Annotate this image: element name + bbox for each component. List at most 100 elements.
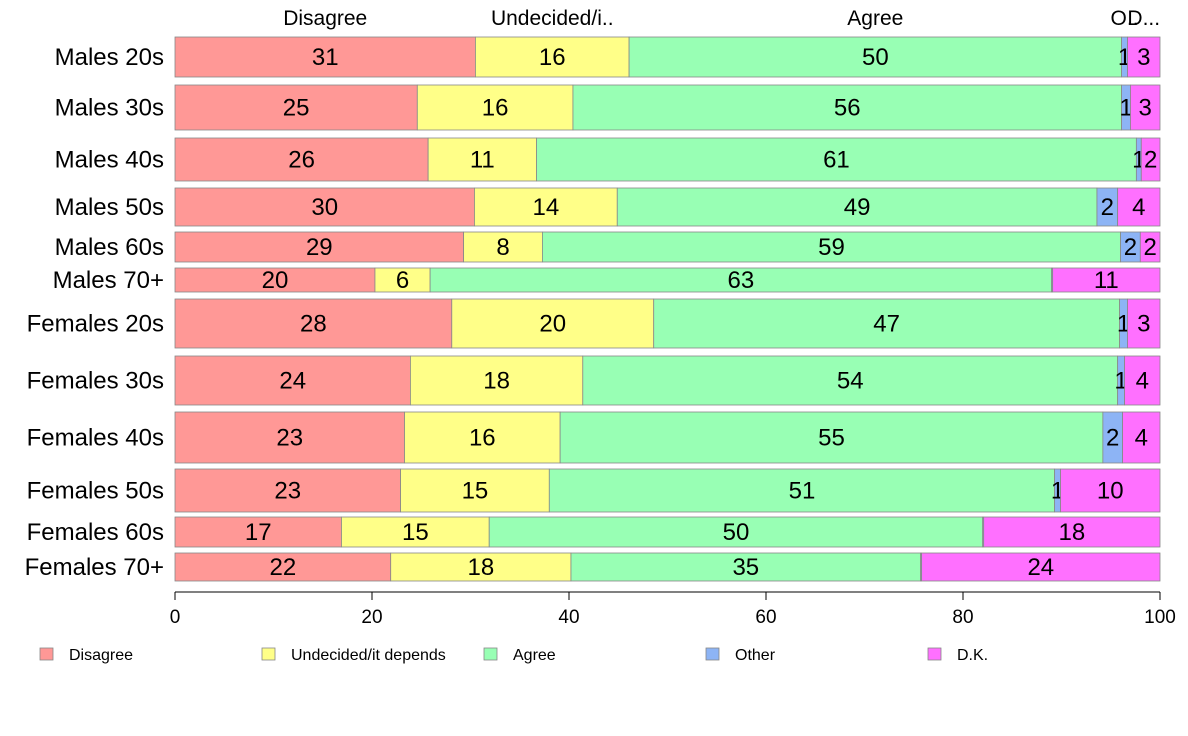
bar-males-30s-d-k [1130, 84, 1161, 131]
row-label: Males 50s [55, 194, 164, 221]
x-tick-label: 20 [361, 607, 382, 628]
data-label: 51 [789, 478, 816, 505]
data-label: 1 [1119, 95, 1132, 122]
x-tick-label: 40 [558, 607, 579, 628]
data-label: 24 [1027, 554, 1054, 581]
data-label: 16 [482, 95, 509, 122]
data-label: 55 [818, 425, 845, 452]
legend-swatch-d-k [927, 647, 942, 661]
column-header: D... [1127, 7, 1160, 30]
data-label: 18 [467, 554, 494, 581]
bar-females-30s-undecided-it-depends [410, 355, 584, 406]
bar-females-20s-d-k [1127, 298, 1161, 349]
data-label: 16 [469, 425, 496, 452]
bar-females-60s-agree [488, 516, 984, 548]
legend-swatch-disagree [39, 647, 54, 661]
data-label: 26 [288, 147, 315, 174]
data-label: 25 [283, 95, 310, 122]
row-label: Females 30s [27, 368, 164, 395]
data-label: 63 [728, 267, 755, 294]
data-label: 56 [834, 95, 861, 122]
bar-males-30s-agree [572, 84, 1122, 131]
bar-females-50s-d-k [1060, 468, 1161, 513]
data-label: 14 [533, 194, 560, 221]
data-label: 47 [873, 311, 900, 338]
bar-males-40s-undecided-it-depends [427, 137, 537, 182]
row-label: Males 70+ [53, 267, 164, 294]
data-label: 8 [496, 234, 509, 261]
x-axis: 0 20 40 60 80 100 [170, 591, 1176, 628]
legend-label-other: Other [735, 647, 776, 664]
bar-females-40s-d-k [1122, 411, 1161, 464]
legend-label-undecided-it-depends: Undecided/it depends [291, 647, 446, 664]
data-label: 2 [1106, 425, 1119, 452]
bar-males-50s-d-k [1117, 187, 1161, 227]
row-label: Males 30s [55, 95, 164, 122]
row-label: Males 20s [55, 44, 164, 71]
data-label: 6 [396, 267, 409, 294]
data-label: 2 [1144, 147, 1157, 174]
data-label: 3 [1139, 95, 1152, 122]
data-label: 4 [1136, 368, 1149, 395]
bar-males-70-agree [429, 267, 1053, 293]
bar-males-40s-d-k [1140, 137, 1161, 182]
data-label: 28 [300, 311, 327, 338]
data-label: 35 [732, 554, 759, 581]
bar-males-60s-undecided-it-depends [463, 231, 543, 263]
data-label: 15 [402, 519, 429, 546]
data-label: 29 [306, 234, 333, 261]
data-label: 4 [1132, 194, 1145, 221]
bar-females-30s-d-k [1124, 355, 1161, 406]
x-tick-label: 60 [755, 607, 776, 628]
bar-females-60s-d-k [983, 516, 1161, 548]
legend-label-disagree: Disagree [69, 647, 133, 664]
column-header: Agree [847, 7, 903, 30]
data-label: 49 [844, 194, 871, 221]
row-label: Females 60s [27, 519, 164, 546]
row-label: Females 70+ [25, 554, 164, 581]
column-header: Undecided/i.. [491, 7, 614, 30]
bar-females-60s-undecided-it-depends [341, 516, 490, 548]
data-label: 22 [270, 554, 297, 581]
bar-females-50s-undecided-it-depends [400, 468, 550, 513]
bar-males-30s-undecided-it-depends [416, 84, 574, 131]
bar-females-30s-agree [582, 355, 1119, 406]
bar-females-20s-undecided-it-depends [451, 298, 655, 349]
row-label: Males 40s [55, 147, 164, 174]
row-labels: Males 20s Males 30s Males 40s Males 50s Male… [25, 44, 164, 581]
bar-females-50s-agree [548, 468, 1056, 513]
bar-females-70-d-k [921, 552, 1161, 582]
data-label: 15 [462, 478, 489, 505]
row-label: Females 20s [27, 311, 164, 338]
column-header: O.. [1111, 7, 1139, 30]
legend-label-d-k: D.K. [957, 647, 988, 664]
data-label: 3 [1137, 311, 1150, 338]
data-label: 31 [312, 44, 339, 71]
data-label: 3 [1137, 44, 1150, 71]
column-header: Disagree [283, 7, 367, 30]
data-label: 20 [262, 267, 289, 294]
bar-males-60s-disagree [174, 231, 465, 263]
bar-females-20s-agree [653, 298, 1121, 349]
legend-swatch-agree [483, 647, 498, 661]
data-label: 11 [1094, 267, 1119, 294]
legend-label-agree: Agree [513, 647, 556, 664]
row-label: Females 40s [27, 425, 164, 452]
data-label: 50 [862, 44, 889, 71]
bar-males-50s-disagree [174, 187, 475, 227]
data-label: 17 [245, 519, 272, 546]
data-label: 18 [483, 368, 510, 395]
bar-females-30s-disagree [174, 355, 411, 406]
bar-males-40s-agree [536, 137, 1137, 182]
x-tick-label: 80 [952, 607, 973, 628]
data-label: 50 [723, 519, 750, 546]
data-label: 18 [1058, 519, 1085, 546]
bar-males-70-d-k [1052, 267, 1161, 293]
bar-females-70-disagree [174, 552, 392, 582]
data-label: 2 [1143, 234, 1156, 261]
bar-females-20s-disagree [174, 298, 453, 349]
bar-males-70-disagree [174, 267, 376, 293]
bar-males-40s-disagree [174, 137, 429, 182]
legend: Disagree Undecided/it depends Agree Other D.… [39, 647, 988, 664]
